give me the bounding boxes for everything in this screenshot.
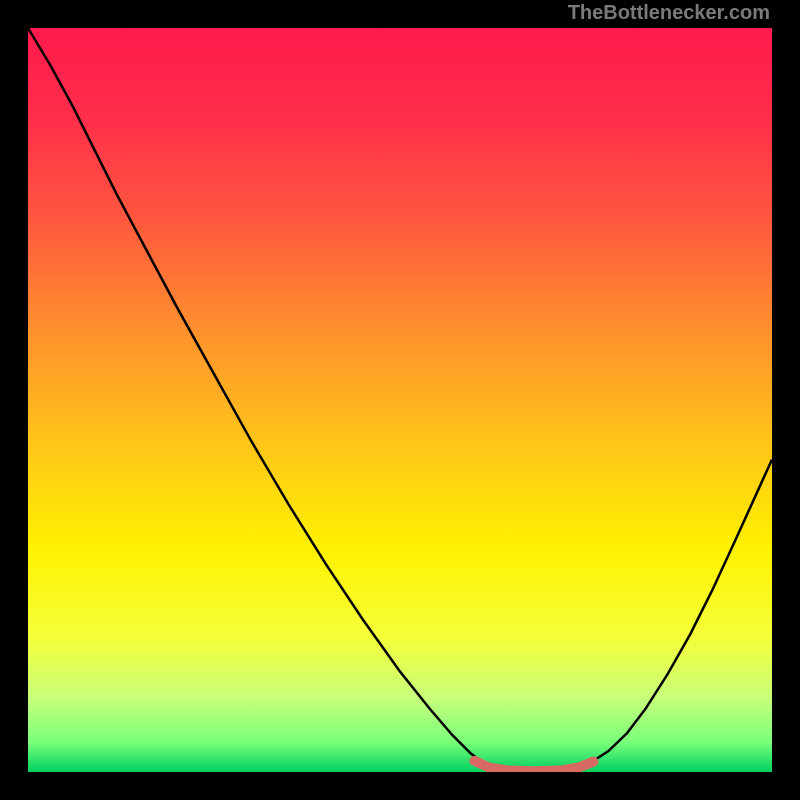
curve-layer xyxy=(28,28,772,772)
watermark-text: TheBottlenecker.com xyxy=(568,2,770,25)
chart-container: TheBottlenecker.com xyxy=(0,0,800,800)
optimal-range-marker xyxy=(474,761,593,771)
plot-area xyxy=(28,28,772,772)
bottleneck-curve xyxy=(28,28,772,771)
